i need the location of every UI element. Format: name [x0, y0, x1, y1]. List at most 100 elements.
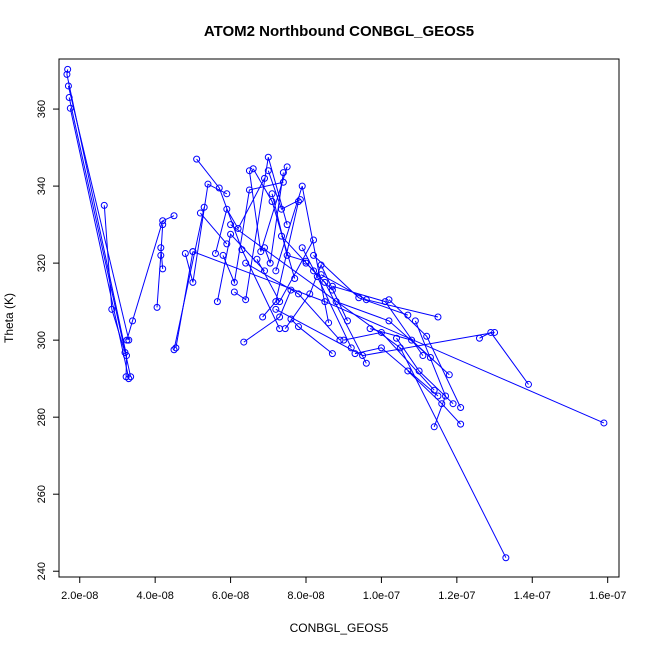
- series-line: [67, 85, 130, 341]
- data-point: [125, 375, 133, 383]
- series-line: [156, 224, 164, 308]
- series-line: [275, 308, 495, 357]
- data-point: [457, 420, 465, 428]
- data-point: [321, 278, 329, 286]
- data-point: [600, 419, 608, 427]
- data-point: [283, 251, 291, 259]
- data-point: [298, 182, 306, 190]
- data-point: [434, 313, 442, 321]
- data-point: [419, 352, 427, 360]
- data-point: [328, 282, 336, 290]
- data-point: [170, 212, 178, 220]
- data-point: [340, 336, 348, 344]
- data-point: [125, 336, 133, 344]
- series-line: [301, 247, 352, 349]
- data-point: [223, 190, 231, 198]
- data-point: [219, 251, 227, 259]
- data-point: [129, 317, 137, 325]
- data-point: [310, 236, 318, 244]
- series-line: [126, 215, 175, 341]
- data-point: [108, 305, 116, 313]
- data-point: [434, 392, 442, 400]
- series-line: [192, 251, 605, 424]
- y-tick-label: 340: [36, 177, 48, 195]
- data-point: [404, 367, 412, 375]
- y-tick-label: 360: [36, 100, 48, 118]
- data-point: [264, 153, 272, 161]
- data-point: [245, 167, 253, 175]
- data-point: [223, 240, 231, 248]
- data-point: [325, 319, 333, 327]
- data-point: [445, 371, 453, 379]
- data-point: [276, 313, 284, 321]
- series-layer: [63, 65, 608, 562]
- data-point: [298, 244, 306, 252]
- x-tick-label: 2.0e-08: [61, 590, 98, 602]
- data-point: [336, 336, 344, 344]
- series-line: [245, 262, 341, 341]
- data-point: [310, 267, 318, 275]
- data-point: [321, 298, 329, 306]
- data-point: [240, 338, 248, 346]
- data-point: [359, 352, 367, 360]
- data-point: [396, 344, 404, 352]
- data-point: [385, 296, 393, 304]
- data-point: [257, 248, 265, 256]
- y-tick-label: 280: [36, 408, 48, 426]
- data-point: [123, 336, 131, 344]
- data-point: [196, 209, 204, 217]
- data-point: [381, 298, 389, 306]
- x-tick-label: 8.0e-08: [287, 590, 324, 602]
- data-point: [415, 367, 423, 375]
- series-line: [160, 247, 164, 269]
- x-tick-label: 1.4e-07: [514, 590, 551, 602]
- series-line: [248, 166, 288, 252]
- data-point: [283, 163, 291, 171]
- data-point: [121, 348, 129, 356]
- data-point: [313, 273, 321, 281]
- data-point: [264, 167, 272, 175]
- data-point: [172, 344, 180, 352]
- data-point: [279, 169, 287, 177]
- data-point: [475, 334, 483, 342]
- data-point: [317, 271, 325, 279]
- data-point: [457, 404, 465, 412]
- data-point: [189, 278, 197, 286]
- data-point: [491, 328, 499, 336]
- data-point: [328, 286, 336, 294]
- data-point: [100, 201, 108, 209]
- y-tick-label: 260: [36, 485, 48, 503]
- series-line: [479, 331, 529, 385]
- series-line: [215, 178, 265, 254]
- series-line: [234, 157, 288, 301]
- data-point: [306, 290, 314, 298]
- data-point: [242, 296, 250, 304]
- data-point: [268, 197, 276, 205]
- data-point: [159, 221, 167, 229]
- x-tick-label: 6.0e-08: [212, 590, 249, 602]
- data-point: [230, 288, 238, 296]
- data-point: [242, 259, 250, 267]
- data-point: [362, 296, 370, 304]
- data-point: [430, 423, 438, 431]
- y-tick-label: 320: [36, 254, 48, 272]
- plot-frame: [58, 58, 620, 578]
- series-line: [369, 328, 450, 376]
- x-tick-label: 1.0e-07: [363, 590, 400, 602]
- data-point: [362, 359, 370, 367]
- data-point: [63, 70, 71, 78]
- data-point: [266, 259, 274, 267]
- series-line: [354, 347, 439, 397]
- series-line: [262, 201, 299, 318]
- series-line: [320, 274, 439, 318]
- series-line: [68, 97, 132, 377]
- data-point: [294, 290, 302, 298]
- series-line: [69, 108, 130, 379]
- x-axis: 2.0e-08 4.0e-08 6.0e-08 8.0e-08 1.0e-07 1.2e-…: [61, 577, 626, 602]
- data-point: [277, 232, 285, 240]
- data-point: [227, 230, 235, 238]
- series-line: [243, 289, 292, 343]
- data-point: [181, 249, 189, 257]
- series-line: [173, 207, 205, 350]
- data-point: [404, 311, 412, 319]
